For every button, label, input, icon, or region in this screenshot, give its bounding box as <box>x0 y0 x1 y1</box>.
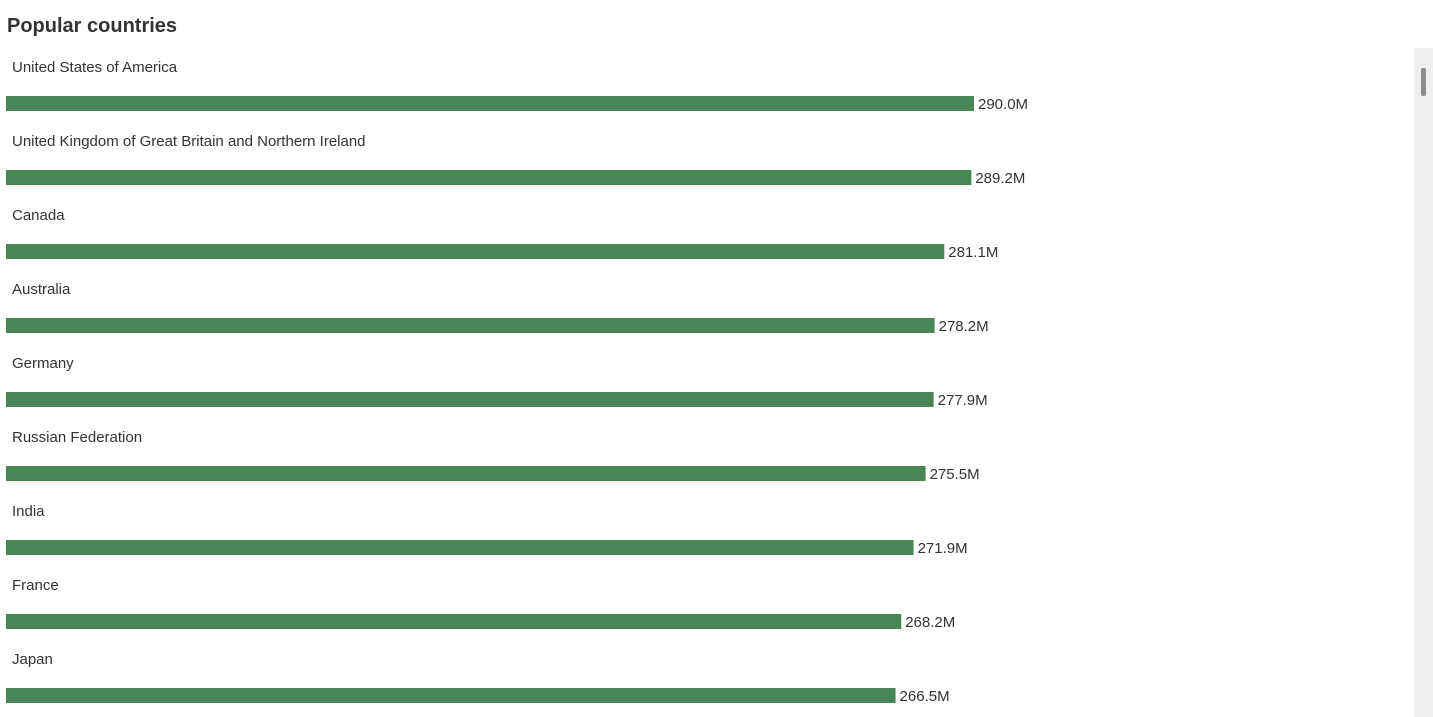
category-label: United Kingdom of Great Britain and Nort… <box>12 133 366 150</box>
bar-chart: United States of America 290.0M United Kin… <box>6 59 1028 705</box>
bar-row[interactable]: Australia 278.2M <box>6 281 989 335</box>
category-label: Canada <box>12 207 65 224</box>
bar[interactable] <box>6 688 896 703</box>
value-label: 281.1M <box>948 244 998 261</box>
value-label: 275.5M <box>930 466 980 483</box>
bar[interactable] <box>6 170 972 185</box>
value-label: 278.2M <box>939 318 989 335</box>
bar[interactable] <box>6 244 945 259</box>
chart-area[interactable]: United States of America 290.0M United Kin… <box>0 48 1412 717</box>
value-label: 277.9M <box>938 392 988 409</box>
category-label: Japan <box>12 651 53 668</box>
value-label: 271.9M <box>918 540 968 557</box>
chart-title: Popular countries <box>7 15 178 37</box>
bar-row[interactable]: France 268.2M <box>6 577 955 631</box>
category-label: France <box>12 577 59 594</box>
category-label: United States of America <box>12 59 178 76</box>
bar-row[interactable]: Russian Federation 275.5M <box>6 429 980 483</box>
bar-row[interactable]: India 271.9M <box>6 503 968 557</box>
bar[interactable] <box>6 96 974 111</box>
bar[interactable] <box>6 466 926 481</box>
bar-row[interactable]: Canada 281.1M <box>6 207 998 261</box>
bar-row[interactable]: Japan 266.5M <box>6 651 950 705</box>
category-label: Australia <box>12 281 71 298</box>
bar-row[interactable]: Germany 277.9M <box>6 355 988 409</box>
scrollbar-thumb[interactable] <box>1421 68 1426 96</box>
value-label: 266.5M <box>900 688 950 705</box>
category-label: India <box>12 503 45 520</box>
bar-row[interactable]: United States of America 290.0M <box>6 59 1028 113</box>
bar[interactable] <box>6 318 935 333</box>
category-label: Germany <box>12 355 74 372</box>
bar[interactable] <box>6 614 902 629</box>
bar[interactable] <box>6 540 914 555</box>
bar[interactable] <box>6 392 934 407</box>
vertical-scrollbar[interactable] <box>1414 48 1433 717</box>
value-label: 289.2M <box>975 170 1025 187</box>
category-label: Russian Federation <box>12 429 142 446</box>
value-label: 290.0M <box>978 96 1028 113</box>
bar-row[interactable]: United Kingdom of Great Britain and Nort… <box>6 133 1025 187</box>
value-label: 268.2M <box>905 614 955 631</box>
